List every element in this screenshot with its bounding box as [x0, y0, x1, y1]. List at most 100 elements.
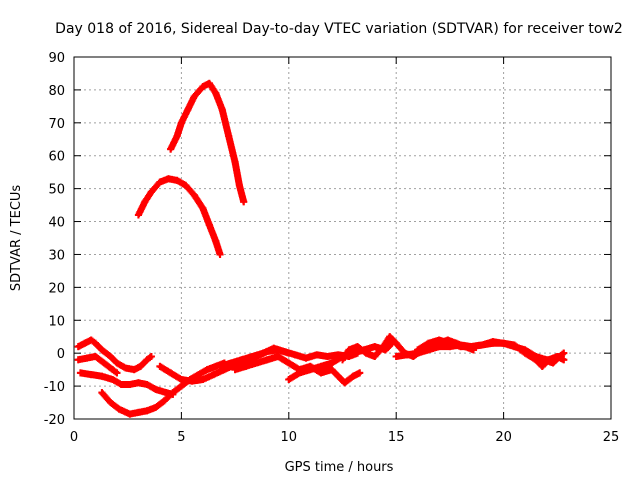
y-tick-label: 60 [48, 150, 65, 165]
y-tick-label: 0 [57, 347, 65, 362]
data-point [173, 176, 181, 184]
data-point [328, 359, 336, 367]
data-point [345, 346, 353, 354]
y-tick-label: 50 [48, 183, 65, 198]
data-point [549, 359, 557, 367]
x-tick-label: 10 [281, 430, 298, 445]
data-point [205, 221, 213, 229]
data-point [126, 380, 134, 388]
data-point [156, 178, 164, 186]
data-point [210, 371, 218, 379]
data-point [160, 397, 168, 405]
series-markers [167, 79, 248, 206]
data-point [216, 362, 224, 370]
data-point [424, 346, 432, 354]
data-point [281, 348, 289, 356]
data-point [107, 352, 115, 360]
data-point [510, 341, 518, 349]
chart-title: Day 018 of 2016, Sidereal Day-to-day VTE… [55, 21, 623, 37]
data-point [199, 204, 207, 212]
data-point [91, 339, 99, 347]
data-point [87, 371, 95, 379]
data-point [392, 339, 400, 347]
y-axis-label: SDTVAR / TECUs [9, 185, 24, 292]
x-tick-label: 25 [603, 430, 620, 445]
data-point [371, 343, 379, 351]
data-point [323, 352, 331, 360]
data-point [521, 349, 529, 357]
data-point [218, 106, 226, 114]
axis-ticks: 0 5 10 15 20 25 -20 -10 0 10 20 30 40 50 60 70 80 90 [44, 51, 620, 445]
y-tick-label: 70 [48, 117, 65, 132]
data-point [205, 79, 213, 87]
data-point [457, 343, 465, 351]
data-point [489, 338, 497, 346]
data-point [238, 356, 246, 364]
data-point [356, 369, 364, 377]
series-low-1 [74, 336, 155, 374]
data-point [173, 132, 181, 140]
data-point [143, 356, 151, 364]
series-arc-high [167, 79, 248, 206]
series-low-3 [76, 369, 177, 398]
data-point [240, 198, 248, 206]
data-point [555, 352, 563, 360]
data-point [354, 343, 362, 351]
data-point [500, 339, 508, 347]
data-point [285, 376, 293, 384]
series-markers [134, 175, 224, 258]
data-point [341, 379, 349, 387]
data-point [167, 145, 175, 153]
data-point [467, 343, 475, 351]
data-point [83, 354, 91, 362]
data-point [263, 356, 271, 364]
data-point [100, 359, 108, 367]
data-point [362, 349, 370, 357]
data-point [317, 362, 325, 370]
data-point [478, 341, 486, 349]
data-point [177, 382, 185, 390]
data-point [74, 343, 82, 351]
data-point [109, 376, 117, 384]
data-point [98, 389, 106, 397]
data-point [248, 352, 256, 360]
data-point [117, 380, 125, 388]
data-point [424, 339, 432, 347]
data-point [190, 191, 198, 199]
data-point [113, 369, 121, 377]
data-point [141, 198, 149, 206]
data-point [81, 339, 89, 347]
data-point [199, 83, 207, 91]
data-point [152, 403, 160, 411]
data-point [317, 369, 325, 377]
data-point [143, 380, 151, 388]
data-point [285, 359, 293, 367]
data-point [143, 407, 151, 415]
data-point [98, 372, 106, 380]
data-point [242, 362, 250, 370]
grid-lines [74, 57, 611, 419]
data-point [130, 366, 138, 374]
y-tick-label: 80 [48, 84, 65, 99]
data-point [115, 405, 123, 413]
data-point [334, 372, 342, 380]
data-point [162, 389, 170, 397]
data-point [225, 132, 233, 140]
data-point [74, 356, 82, 364]
data-point [212, 237, 220, 245]
x-tick-label: 5 [177, 430, 185, 445]
data-point [414, 346, 422, 354]
data-point [302, 354, 310, 362]
data-point [313, 351, 321, 359]
data-point [446, 339, 454, 347]
y-tick-label: 10 [48, 314, 65, 329]
data-point [147, 188, 155, 196]
data-point [540, 356, 548, 364]
data-point [87, 336, 95, 344]
data-point [379, 343, 387, 351]
data-point [165, 175, 173, 183]
data-point [126, 410, 134, 418]
data-point [386, 333, 394, 341]
x-tick-label: 20 [495, 430, 512, 445]
